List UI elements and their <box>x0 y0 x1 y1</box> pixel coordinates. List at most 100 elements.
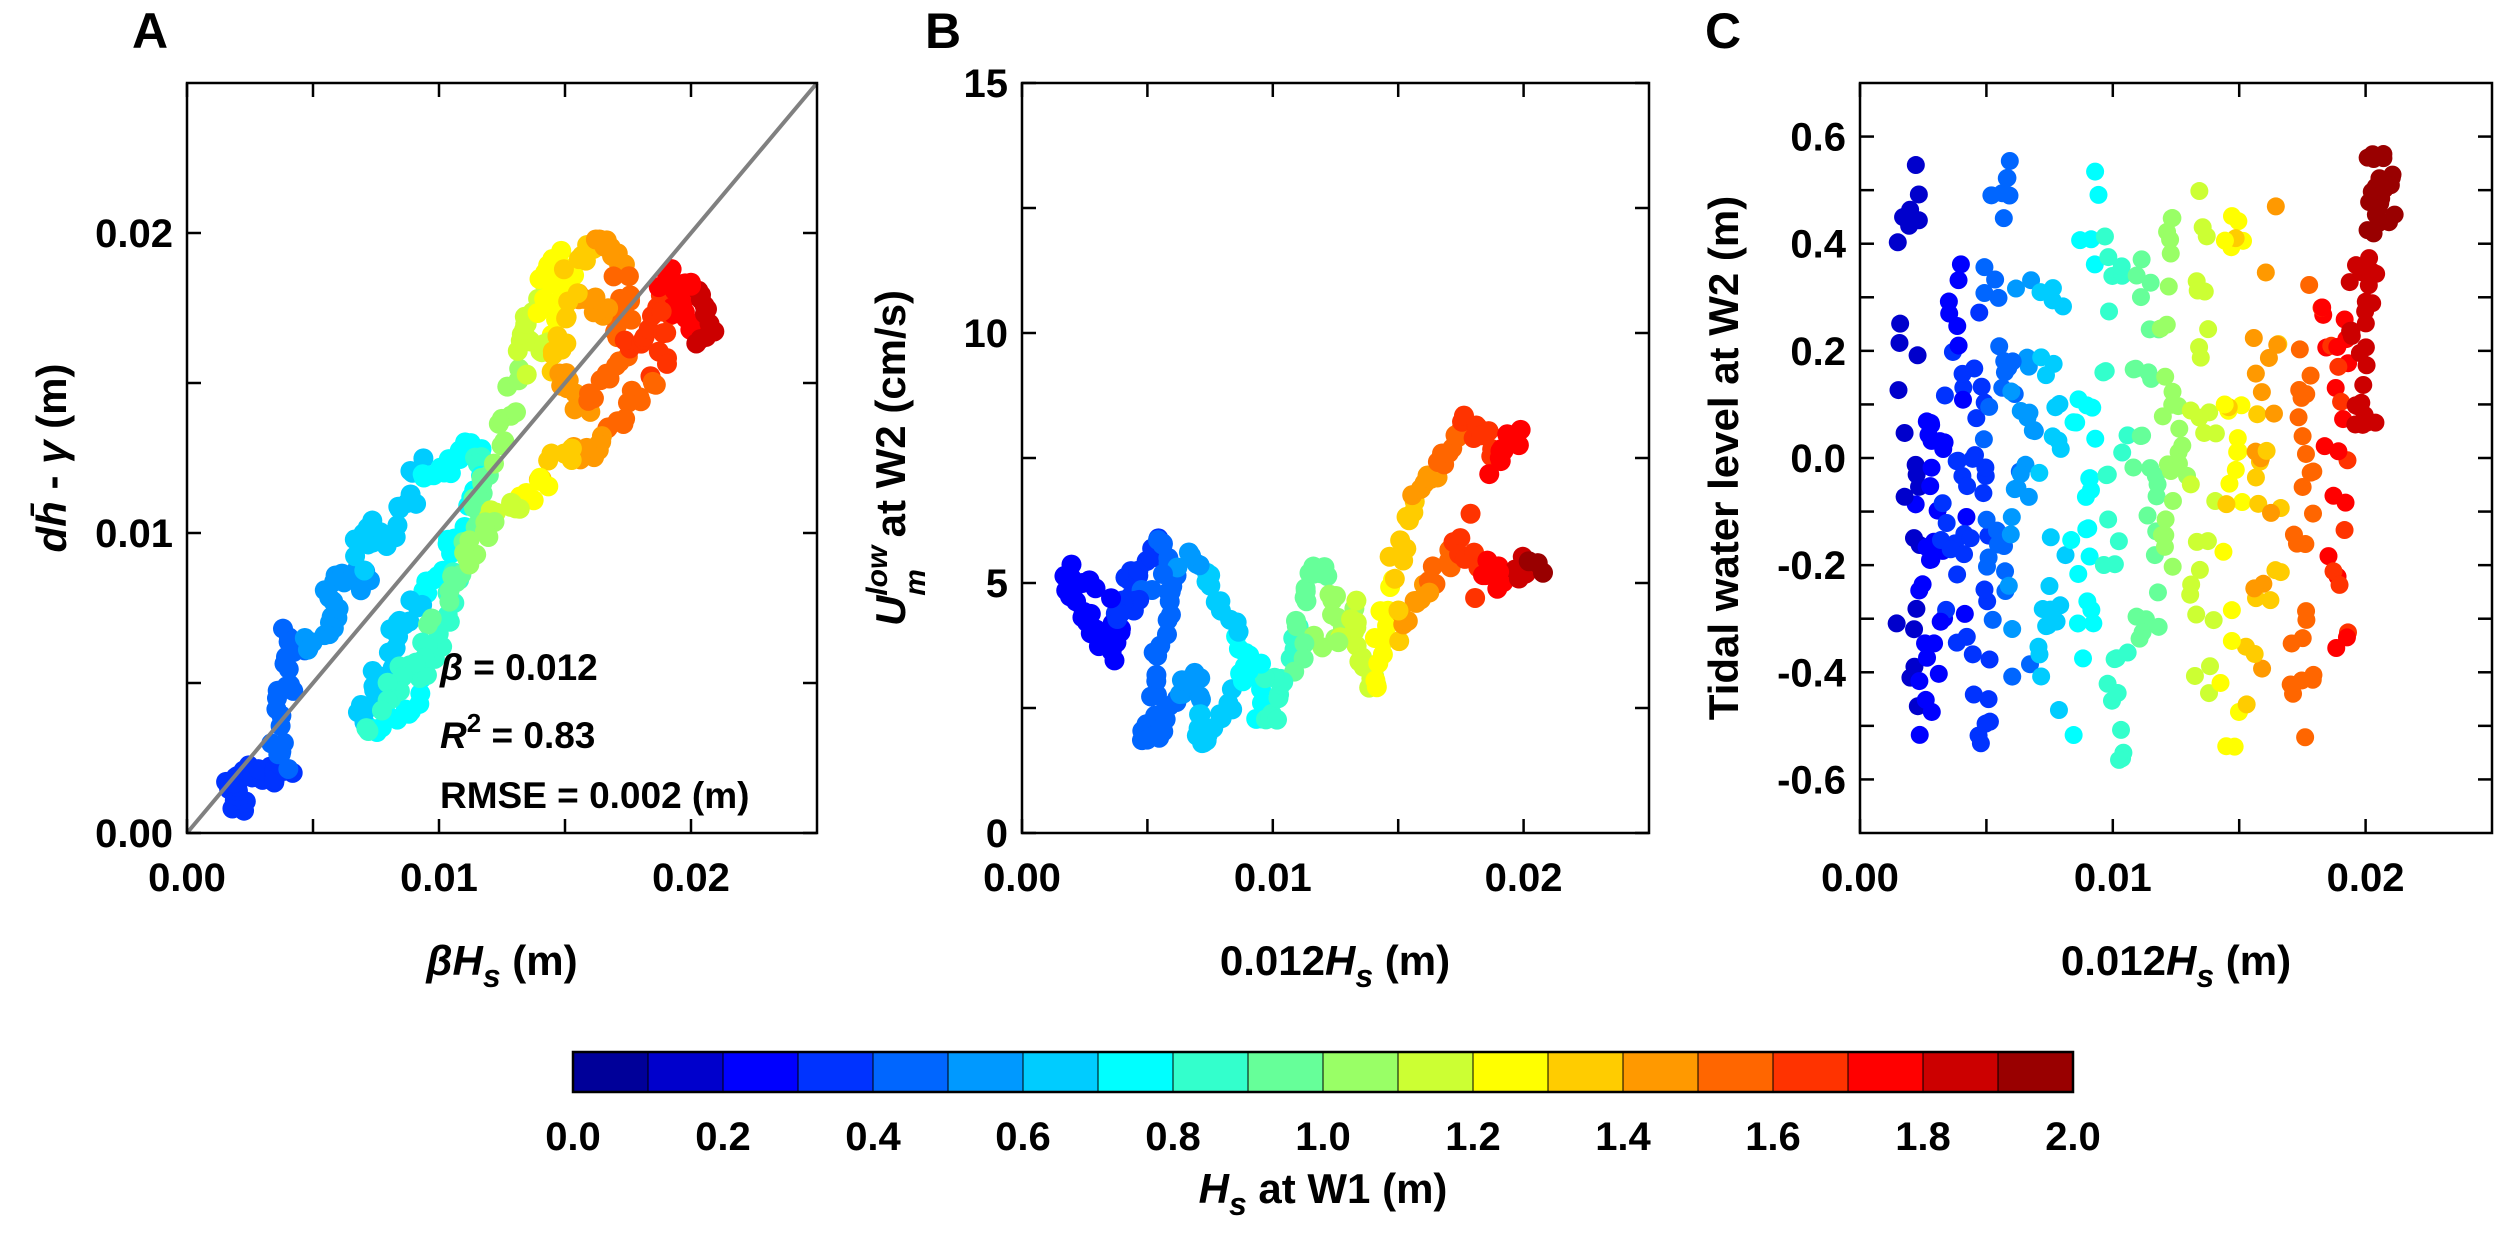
panel-c-point <box>1906 156 1925 175</box>
panel-c-point <box>2153 407 2172 426</box>
panel-c-ytick-label: 0.4 <box>1790 223 1846 267</box>
panel-c-point <box>2148 583 2167 602</box>
panel-b-ytick-label: 15 <box>964 62 1009 106</box>
panel-c-point <box>2261 591 2280 610</box>
panel-b-point <box>1508 435 1529 456</box>
panel-c-point <box>2040 577 2059 596</box>
panel-c-point <box>1949 336 1968 355</box>
panel-c-point <box>2156 510 2175 529</box>
panel-c-point <box>1895 423 1914 442</box>
panel-c-point <box>1974 484 1993 503</box>
panel-c-point <box>2222 631 2241 650</box>
panel-a-point <box>439 591 460 612</box>
panel-c-point <box>2226 460 2245 479</box>
panel-c-point <box>2262 503 2281 522</box>
panel-c-point <box>2076 487 2095 506</box>
panel-c-point <box>2056 546 2075 565</box>
panel-c-point <box>2046 398 2065 417</box>
panel-c-point <box>1909 185 1928 204</box>
panel-c-ytick-label: -0.6 <box>1777 758 1846 802</box>
panel-c-point <box>1986 270 2005 289</box>
panel-c-point <box>1964 685 1983 704</box>
panel-c-point <box>2002 382 2021 401</box>
panel-a-point <box>358 721 379 741</box>
panel-c-point <box>1971 734 1990 753</box>
panel-c-point <box>2077 396 2096 415</box>
panel-c-point <box>2011 464 2030 483</box>
panel-c-point <box>2211 673 2230 692</box>
panel-a-point <box>505 402 526 423</box>
panel-b-point <box>1460 503 1481 524</box>
panel-a-point <box>538 450 559 471</box>
panel-c-point <box>2249 494 2268 513</box>
panel-c-point <box>1974 430 1993 449</box>
panel-a-point <box>617 392 638 413</box>
panel-c-point <box>1980 397 1999 416</box>
panel-b-point <box>1510 419 1531 440</box>
panel-c-point <box>2259 348 2278 367</box>
panel-c-point <box>2025 421 2044 440</box>
panel-c-point <box>1990 337 2009 356</box>
panel-a-point <box>474 521 495 542</box>
panel-c-point <box>1965 446 1984 465</box>
panel-label-a: A <box>132 3 168 59</box>
panel-c-point <box>1922 702 1941 721</box>
panel-c-point <box>2199 320 2218 339</box>
panel-c-point <box>2215 395 2234 414</box>
panel-c-point <box>2229 442 2248 461</box>
panel-c-point <box>2342 321 2361 340</box>
panel-a-point <box>656 322 677 343</box>
panel-b-ticks: 0.00 0.01 0.02 0 5 10 15 <box>964 62 1649 900</box>
panel-c-point <box>2201 657 2220 676</box>
panel-c-point <box>2080 547 2099 566</box>
colorbar-segment <box>1322 1051 1399 1093</box>
panel-a-point <box>279 674 300 695</box>
panel-c-point <box>1891 314 1910 333</box>
panel-c-point <box>2340 273 2359 292</box>
panel-c-point <box>2313 298 2332 317</box>
panel-a-point <box>556 307 577 328</box>
panel-c-point <box>2332 392 2351 411</box>
panel-c-point <box>1922 431 1941 450</box>
panel-c-point <box>2293 477 2312 496</box>
colorbar-tick-label: 0.2 <box>695 1115 751 1159</box>
panel-c-point <box>2062 531 2081 550</box>
panel-b-point <box>1110 603 1131 624</box>
panel-c-point <box>2149 617 2168 636</box>
panel-c-point <box>2214 542 2233 561</box>
panel-c-point <box>2126 359 2145 378</box>
panel-c-point <box>2133 426 2152 445</box>
colorbar-segment <box>647 1051 724 1093</box>
panel-a-ticks: 0.00 0.01 0.02 0.00 0.01 0.02 <box>95 83 817 900</box>
panel-c-point <box>2033 600 2052 619</box>
panel-c-point <box>2159 277 2178 296</box>
panel-c-point <box>1908 346 1927 365</box>
panel-b-ytick-label: 5 <box>986 562 1008 606</box>
panel-b-xtick-label: 0.00 <box>983 856 1061 900</box>
panel-a-point <box>551 240 572 261</box>
panel-b: 0.00 0.01 0.02 0 5 10 15 0.012Hs (m) Ulow m at … <box>861 62 1651 994</box>
panel-c-point <box>2217 737 2236 756</box>
panel-c-point <box>2079 519 2098 538</box>
panel-b-point <box>1141 686 1162 707</box>
panel-a-point <box>543 342 564 363</box>
panel-c-point <box>2335 521 2354 540</box>
colorbar-tick-label: 0.6 <box>995 1115 1051 1159</box>
panel-c-point <box>2244 329 2263 348</box>
panel-c-point <box>2127 607 2146 626</box>
panel-c-point <box>2074 649 2093 668</box>
colorbar-segment <box>1997 1051 2074 1093</box>
panel-c-point <box>2304 504 2323 523</box>
panel-a-point <box>534 288 555 309</box>
panel-c-point <box>2303 670 2322 689</box>
colorbar-tick-label: 1.8 <box>1895 1115 1951 1159</box>
panel-c-point <box>2293 629 2312 648</box>
panel-c-point <box>2094 363 2113 382</box>
panel-c-point <box>1958 477 1977 496</box>
panel-c-point <box>2296 728 2315 747</box>
panel-c-point <box>1933 494 1952 513</box>
panel-b-xlabel: 0.012Hs (m) <box>1220 937 1450 994</box>
panel-c-point <box>2163 491 2182 510</box>
panel-c-point <box>1917 538 1936 557</box>
